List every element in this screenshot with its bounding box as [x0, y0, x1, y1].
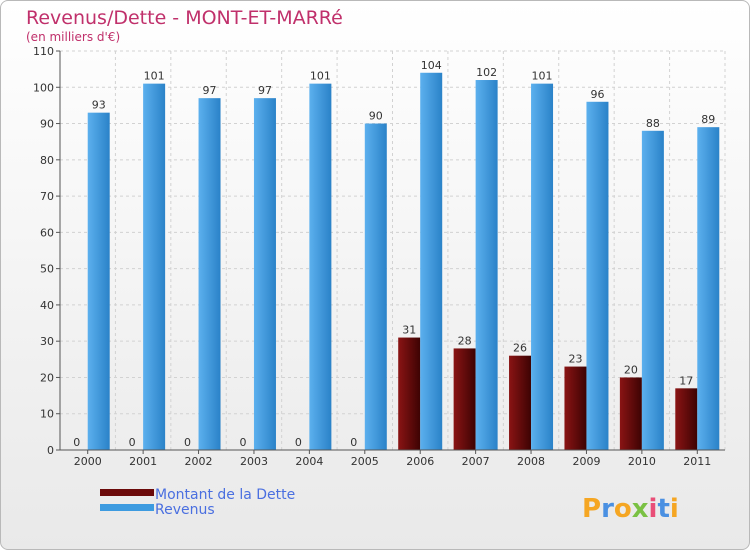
label-revenus-2006: 104 [421, 59, 442, 72]
label-debt-2008: 26 [513, 342, 527, 355]
x-tick-label-2003: 2003 [240, 455, 268, 468]
y-tick-label: 20 [40, 371, 54, 384]
y-tick-label: 40 [40, 299, 54, 312]
y-tick-label: 60 [40, 226, 54, 239]
bar-revenus-2004 [309, 83, 332, 451]
label-revenus-2002: 97 [203, 84, 217, 97]
bar-revenus-2007 [475, 80, 498, 450]
proxiti-logo: Proxiti [582, 494, 679, 524]
legend: Montant de la Dette Revenus [100, 487, 295, 518]
bar-debt-2010 [619, 377, 642, 450]
bar-revenus-2011 [697, 127, 720, 450]
bar-layer: 0 93 0 101 0 97 0 97 0 101 0 90 31 104 28 102 26 101 23 96 2… [73, 59, 720, 451]
bar-revenus-2001 [143, 83, 166, 451]
x-tick-label-2004: 2004 [295, 455, 323, 468]
legend-label-debt: Montant de la Dette [155, 487, 295, 503]
label-debt-2003: 0 [239, 436, 246, 449]
label-debt-2001: 0 [129, 436, 136, 449]
label-debt-2005: 0 [350, 436, 357, 449]
label-debt-2006: 31 [402, 324, 416, 337]
x-tick-label-2010: 2010 [628, 455, 656, 468]
bar-revenus-2003 [253, 98, 276, 451]
label-debt-2010: 20 [624, 363, 638, 376]
x-tick-label-2002: 2002 [185, 455, 213, 468]
label-revenus-2003: 97 [258, 84, 272, 97]
logo-letter: r [601, 494, 614, 524]
y-tick-label: 90 [40, 118, 54, 131]
x-tick-label-2011: 2011 [683, 455, 711, 468]
label-debt-2011: 17 [679, 374, 693, 387]
y-tick-label: 10 [40, 408, 54, 421]
bar-debt-2007 [453, 348, 476, 450]
bar-revenus-2005 [364, 123, 387, 450]
chart-subtitle: (en milliers d'€) [26, 30, 120, 44]
label-revenus-2010: 88 [646, 117, 660, 130]
y-tick-label: 0 [47, 444, 54, 457]
bar-debt-2006 [398, 337, 421, 450]
label-debt-2000: 0 [73, 436, 80, 449]
bar-revenus-2009 [586, 101, 609, 451]
label-revenus-2005: 90 [369, 110, 383, 123]
y-tick-label: 70 [40, 190, 54, 203]
bar-revenus-2010 [641, 130, 664, 451]
bar-revenus-2000 [87, 112, 110, 450]
x-tick-label-2007: 2007 [462, 455, 490, 468]
bar-debt-2011 [675, 388, 698, 450]
logo-letter: o [614, 494, 632, 524]
legend-swatch-revenus [100, 504, 154, 511]
bar-revenus-2002 [198, 98, 221, 451]
y-tick-label: 110 [33, 45, 54, 58]
label-revenus-2004: 101 [310, 70, 331, 83]
logo-letter: i [670, 494, 679, 524]
label-debt-2004: 0 [295, 436, 302, 449]
chart-title: Revenus/Dette - MONT-ET-MARRé [26, 7, 343, 29]
label-debt-2007: 28 [458, 334, 472, 347]
y-tick-label: 100 [33, 81, 54, 94]
y-tick-label: 80 [40, 154, 54, 167]
x-tick-label-2000: 2000 [74, 455, 102, 468]
label-revenus-2009: 96 [590, 88, 604, 101]
x-tick-label-2008: 2008 [517, 455, 545, 468]
label-revenus-2000: 93 [92, 99, 106, 112]
label-revenus-2007: 102 [476, 66, 497, 79]
bar-revenus-2008 [531, 83, 554, 451]
bar-debt-2008 [509, 355, 532, 450]
legend-label-revenus: Revenus [155, 502, 215, 518]
logo-letter: P [582, 494, 601, 524]
label-revenus-2001: 101 [144, 70, 165, 83]
bar-debt-2009 [564, 366, 587, 450]
label-revenus-2011: 89 [701, 113, 715, 126]
x-tick-label-2006: 2006 [406, 455, 434, 468]
label-debt-2009: 23 [568, 353, 582, 366]
label-revenus-2008: 101 [532, 70, 553, 83]
legend-swatch-debt [100, 489, 154, 496]
x-tick-label-2005: 2005 [351, 455, 379, 468]
label-debt-2002: 0 [184, 436, 191, 449]
y-tick-label: 50 [40, 263, 54, 276]
logo-letter: t [657, 494, 669, 524]
x-tick-label-2001: 2001 [129, 455, 157, 468]
y-tick-label: 30 [40, 335, 54, 348]
bar-revenus-2006 [420, 72, 443, 450]
logo-letter: x [632, 494, 649, 524]
x-tick-label-2009: 2009 [572, 455, 600, 468]
logo-letter: i [649, 494, 658, 524]
